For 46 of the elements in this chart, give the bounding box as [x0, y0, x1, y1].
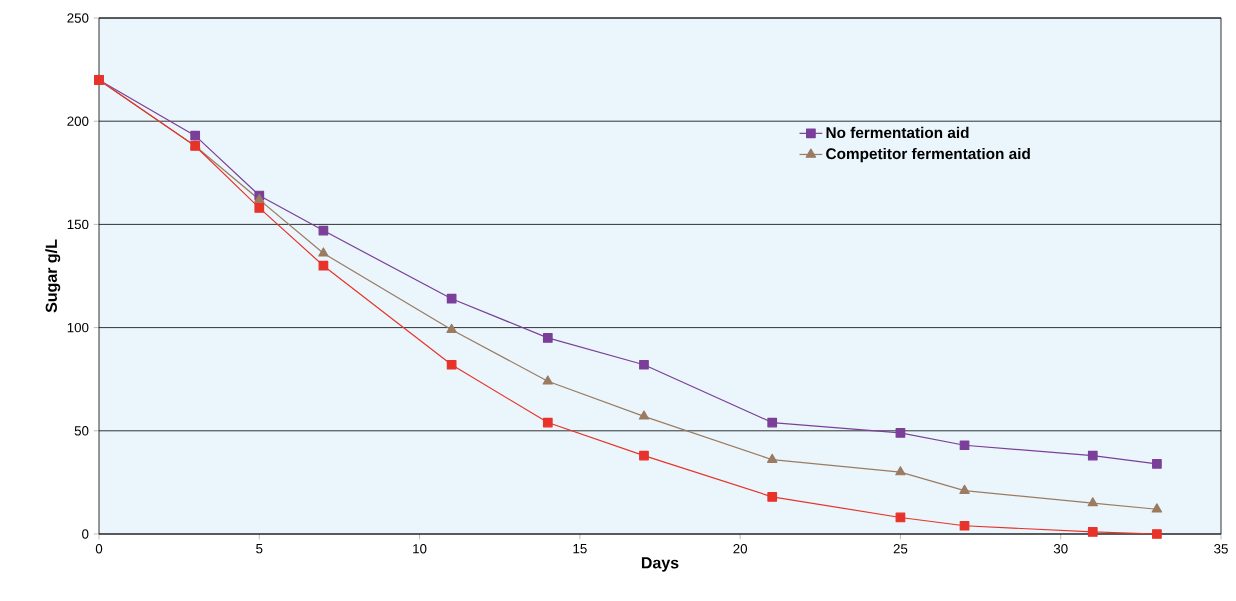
point: [446, 323, 457, 333]
x-tick-label: 15: [573, 544, 587, 554]
legend-label: No fermentation aid: [826, 126, 969, 139]
point: [895, 466, 906, 476]
x-tick-label: 20: [733, 544, 748, 554]
y-tick-label: 50: [74, 426, 89, 436]
point: [1087, 497, 1098, 507]
point: [318, 260, 329, 271]
point: [959, 520, 970, 531]
point: [318, 225, 329, 236]
point: [1151, 503, 1163, 513]
x-tick-label: 0: [95, 544, 103, 554]
y-axis-title: Sugar g/L: [45, 239, 61, 313]
legend-label: Competitor fermentation aid: [826, 147, 1030, 163]
x-axis-title: Days: [641, 557, 679, 572]
point: [1152, 529, 1162, 539]
x-tick-label: 5: [256, 544, 263, 554]
y-tick-label: 250: [67, 13, 89, 23]
point: [1087, 450, 1098, 461]
point: [542, 375, 554, 385]
point: [895, 428, 906, 438]
point: [639, 450, 649, 461]
point: [766, 453, 778, 463]
point: [638, 410, 650, 420]
x-tick-label: 30: [1053, 544, 1068, 554]
point: [1152, 458, 1162, 469]
point: [254, 203, 265, 213]
y-tick-label: 200: [67, 116, 89, 126]
point: [767, 491, 778, 502]
y-tick-label: 150: [67, 219, 89, 230]
x-tick-label: 10: [413, 544, 427, 554]
point: [542, 333, 553, 343]
y-tick-label: 100: [67, 322, 89, 333]
x-tick-label: 25: [893, 544, 908, 554]
point: [1087, 527, 1098, 537]
point: [318, 247, 329, 257]
x-tick-label: 35: [1214, 544, 1228, 554]
point: [767, 417, 778, 428]
point: [542, 417, 553, 428]
point: [446, 359, 457, 370]
y-tick-label: 0: [82, 529, 89, 539]
point: [190, 130, 201, 141]
point: [446, 293, 457, 304]
point: [639, 359, 649, 370]
point: [959, 440, 970, 451]
point: [959, 484, 970, 494]
